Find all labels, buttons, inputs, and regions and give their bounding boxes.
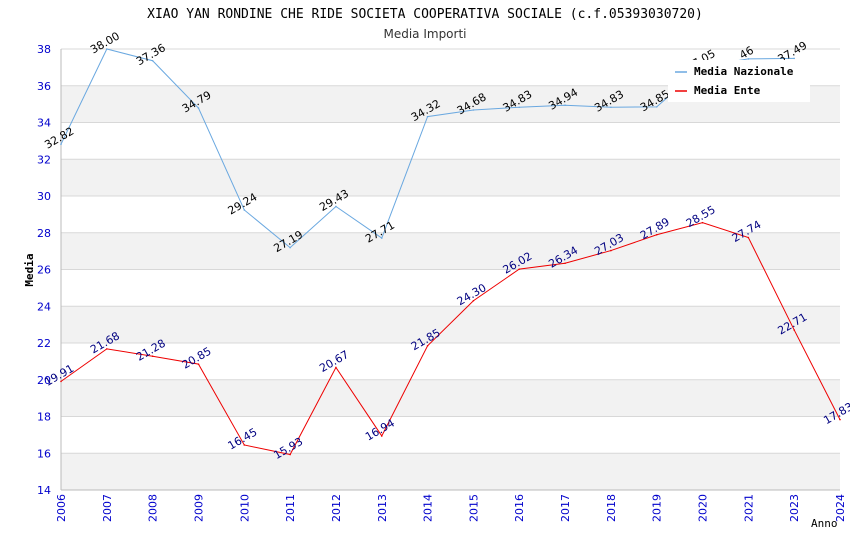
data-point-media-ente [335,366,337,369]
data-point-media-ente [793,329,795,331]
y-tick-label: 32 [37,153,51,166]
data-point-media-ente [197,363,200,365]
legend-label-media-nazionale: Media Nazionale [694,65,794,78]
data-point-media-ente [289,453,291,456]
y-tick-label: 16 [37,447,51,460]
data-point-media-nazionale [106,48,108,50]
x-tick-label: 2012 [330,494,343,522]
data-point-media-ente [243,444,246,446]
background-band [61,159,840,196]
y-tick-label: 22 [37,337,51,350]
data-point-media-nazionale [610,106,612,109]
data-point-media-nazionale [564,104,566,107]
legend-label-media-ente: Media Ente [694,84,761,97]
x-axis-label: Anno [811,517,838,530]
x-tick-label: 2010 [238,494,251,522]
background-band [61,343,840,380]
background-band [61,122,840,160]
data-point-media-ente [60,380,62,383]
data-point-media-ente [564,262,566,265]
x-tick-label: 2018 [605,494,618,522]
x-tick-label: 2008 [147,494,160,522]
data-point-media-ente [151,355,154,358]
data-point-media-ente [610,249,612,252]
x-tick-label: 2015 [467,494,480,522]
x-tick-label: 2021 [742,494,755,522]
data-point-media-nazionale [289,246,291,249]
x-axis-ticks: 2006 2007 2008 2009 2010 2011 2012 2013 2014 2015… [55,494,847,522]
chart-title: XIAO YAN RONDINE CHE RIDE SOCIETA COOPER… [147,7,703,22]
data-point-media-nazionale [518,106,521,109]
data-point-media-ente [472,299,475,302]
y-tick-label: 30 [37,190,51,203]
chart-subtitle: Media Importi [383,27,466,41]
background-band [61,232,840,270]
data-point-media-ente [426,344,429,347]
x-tick-label: 2019 [651,494,664,522]
x-tick-label: 2024 [834,494,847,522]
y-tick-label: 14 [37,484,51,497]
x-tick-label: 2013 [376,494,389,522]
x-tick-label: 2007 [101,494,114,522]
data-point-media-nazionale [793,57,795,60]
data-point-media-nazionale [243,209,246,211]
data-point-media-nazionale [197,107,200,109]
data-point-media-ente [518,268,521,270]
y-axis-ticks: 14 16 18 20 22 24 26 28 30 32 34 36 38 [37,43,51,497]
data-point-media-nazionale [655,106,658,108]
data-point-media-nazionale [747,58,750,60]
data-point-media-ente [839,418,841,421]
data-point-media-ente [747,236,750,239]
background-band [61,453,840,490]
data-label-media-nazionale: 46 [737,44,756,62]
y-tick-label: 34 [37,117,51,130]
data-point-media-ente [655,233,658,236]
y-axis-label: Media [23,253,36,286]
data-point-media-ente [380,435,383,437]
y-tick-label: 38 [37,43,51,56]
x-tick-label: 2014 [422,494,435,522]
y-tick-label: 18 [37,411,51,424]
x-tick-label: 2020 [697,494,710,522]
x-tick-label: 2009 [192,494,205,522]
legend-box [668,60,810,102]
x-tick-label: 2023 [788,494,801,522]
x-tick-label: 2016 [513,494,526,522]
background-band [61,269,840,307]
data-point-media-ente [701,221,704,224]
y-tick-label: 28 [37,227,51,240]
data-point-media-ente [106,348,108,350]
data-point-media-nazionale [151,59,154,62]
background-band [61,306,840,343]
y-tick-label: 20 [37,374,51,387]
gridlines [60,48,840,491]
y-tick-label: 36 [37,80,51,93]
data-point-media-nazionale [472,109,475,111]
background-band [61,196,840,233]
background-band [61,416,840,454]
x-tick-label: 2006 [55,494,68,522]
x-tick-label: 2011 [284,494,297,522]
legend: Media Nazionale Media Ente [668,60,810,102]
data-point-media-nazionale [60,143,62,145]
y-tick-label: 24 [37,300,51,313]
x-tick-label: 2017 [559,494,572,522]
data-point-media-nazionale [335,205,337,208]
data-point-media-nazionale [426,115,429,118]
background-bands [61,49,840,490]
y-tick-label: 26 [37,264,51,277]
data-point-media-nazionale [380,237,383,239]
series-line-media-ente [60,222,841,456]
background-band [61,379,840,417]
